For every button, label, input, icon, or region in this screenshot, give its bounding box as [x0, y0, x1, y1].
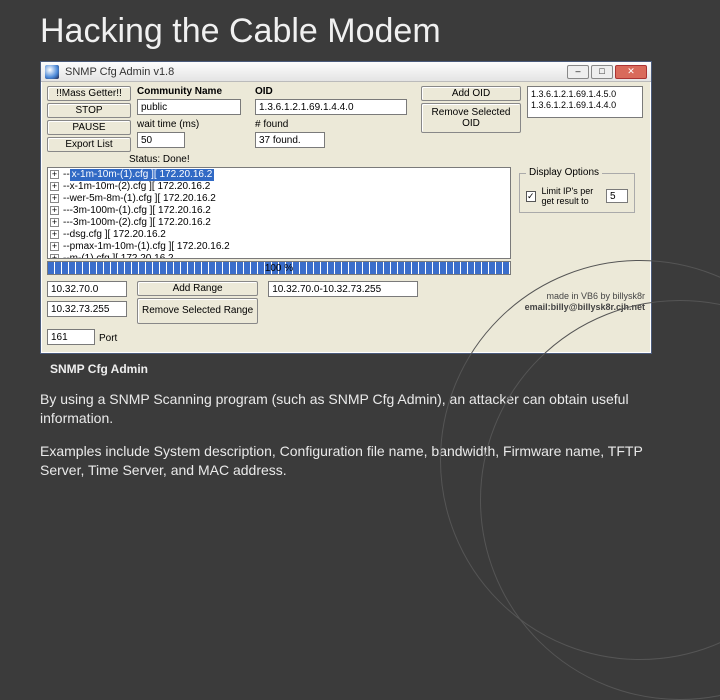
remove-range-button[interactable]: Remove Selected Range [137, 298, 258, 324]
found-input [255, 132, 325, 148]
window-title: SNMP Cfg Admin v1.8 [65, 66, 561, 78]
wait-label: wait time (ms) [137, 119, 199, 130]
tree-expand-icon[interactable]: + [50, 182, 59, 191]
body-paragraph-2: Examples include System description, Con… [40, 442, 680, 480]
range-start-input[interactable] [47, 281, 127, 297]
wait-input[interactable] [137, 132, 185, 148]
community-label: Community Name [137, 86, 249, 97]
minimize-button[interactable]: – [567, 65, 589, 79]
credit-text: made in VB6 by billysk8r email:billy@bil… [525, 291, 645, 313]
tree-item[interactable]: wer-5m-8m-(1).cfg ][ 172.20.16.2 [70, 193, 216, 204]
status-value: Done! [163, 154, 190, 165]
export-list-button[interactable]: Export List [47, 137, 131, 152]
tree-expand-icon[interactable]: + [50, 242, 59, 251]
port-input[interactable] [47, 329, 95, 345]
maximize-button[interactable]: □ [591, 65, 613, 79]
limit-ips-label: Limit IP's per get result to [542, 186, 604, 206]
limit-ips-input[interactable] [606, 189, 628, 203]
range-display [268, 281, 418, 297]
oid-listbox[interactable]: 1.3.6.1.2.1.69.1.4.5.0 1.3.6.1.2.1.69.1.… [527, 86, 643, 118]
oid-list-item[interactable]: 1.3.6.1.2.1.69.1.4.4.0 [531, 100, 639, 111]
status-label: Status: [129, 154, 160, 165]
tree-expand-icon[interactable]: + [50, 218, 59, 227]
mass-getter-button[interactable]: !!Mass Getter!! [47, 86, 131, 101]
close-button[interactable]: ✕ [615, 65, 647, 79]
oid-list-item[interactable]: 1.3.6.1.2.1.69.1.4.5.0 [531, 89, 639, 100]
slide-title: Hacking the Cable Modem [40, 12, 688, 51]
tree-expand-icon[interactable]: + [50, 254, 59, 259]
tree-expand-icon[interactable]: + [50, 206, 59, 215]
tree-item[interactable]: -3m-100m-(1).cfg ][ 172.20.16.2 [70, 205, 211, 216]
tree-item[interactable]: -3m-100m-(2).cfg ][ 172.20.16.2 [70, 217, 211, 228]
stop-button[interactable]: STOP [47, 103, 131, 118]
tree-expand-icon[interactable]: + [50, 170, 59, 179]
pause-button[interactable]: PAUSE [47, 120, 131, 135]
screenshot-caption: SNMP Cfg Admin [50, 362, 688, 376]
body-paragraph-1: By using a SNMP Scanning program (such a… [40, 390, 680, 428]
tree-item[interactable]: pmax-1m-10m-(1).cfg ][ 172.20.16.2 [70, 241, 230, 252]
remove-oid-button[interactable]: Remove Selected OID [421, 103, 521, 133]
add-oid-button[interactable]: Add OID [421, 86, 521, 101]
limit-ips-checkbox[interactable]: ✓ [526, 191, 536, 202]
tree-item[interactable]: dsg.cfg ][ 172.20.16.2 [70, 229, 166, 240]
oid-label: OID [255, 86, 415, 97]
oid-input[interactable] [255, 99, 407, 115]
port-label: Port [99, 333, 117, 344]
tree-item[interactable]: x-1m-10m-(1).cfg ][ 172.20.16.2 [70, 169, 215, 181]
progress-bar: 100 % [47, 261, 511, 275]
tree-expand-icon[interactable]: + [50, 230, 59, 239]
app-window: SNMP Cfg Admin v1.8 – □ ✕ !!Mass Getter!… [40, 61, 652, 354]
community-input[interactable] [137, 99, 241, 115]
add-range-button[interactable]: Add Range [137, 281, 258, 296]
result-tree[interactable]: +--x-1m-10m-(1).cfg ][ 172.20.16.2 +--x-… [47, 167, 511, 259]
range-end-input[interactable] [47, 301, 127, 317]
progress-text: 100 % [265, 263, 293, 274]
display-options-label: Display Options [526, 167, 602, 178]
tree-expand-icon[interactable]: + [50, 194, 59, 203]
tree-item[interactable]: m-(1).cfg ][ 172.20.16.2 [70, 253, 174, 259]
titlebar[interactable]: SNMP Cfg Admin v1.8 – □ ✕ [41, 62, 651, 82]
display-options-group: Display Options ✓ Limit IP's per get res… [519, 173, 635, 213]
app-icon [45, 65, 59, 79]
found-label: # found [255, 119, 288, 130]
tree-item[interactable]: x-1m-10m-(2).cfg ][ 172.20.16.2 [70, 181, 211, 192]
